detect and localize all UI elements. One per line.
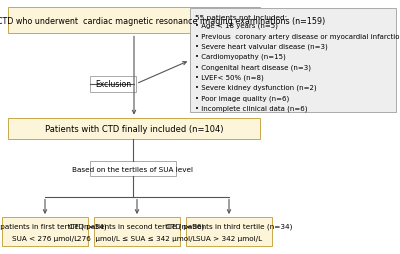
Text: • Age < 18 years (n=5): • Age < 18 years (n=5) <box>195 23 278 29</box>
FancyBboxPatch shape <box>90 161 176 177</box>
Text: • Congenital heart disease (n=3): • Congenital heart disease (n=3) <box>195 64 311 70</box>
FancyBboxPatch shape <box>8 8 260 34</box>
Text: CTD patients in second tertile (n=36): CTD patients in second tertile (n=36) <box>69 222 205 229</box>
FancyBboxPatch shape <box>190 9 396 113</box>
FancyBboxPatch shape <box>8 118 260 140</box>
Text: • Severe kidney dysfunction (n=2): • Severe kidney dysfunction (n=2) <box>195 84 316 91</box>
Text: Patients with CTD who underwent  cardiac magnetic resonance imaging examinations: Patients with CTD who underwent cardiac … <box>0 17 325 25</box>
Text: • Poor image quality (n=6): • Poor image quality (n=6) <box>195 95 289 101</box>
Text: 55 patients not included:: 55 patients not included: <box>195 14 287 21</box>
Text: SUA < 276 μmol/L: SUA < 276 μmol/L <box>12 235 78 241</box>
Text: Exclusion: Exclusion <box>95 80 131 89</box>
Text: CTD patients in third tertile (n=34): CTD patients in third tertile (n=34) <box>166 222 292 229</box>
Text: • LVEF< 50% (n=8): • LVEF< 50% (n=8) <box>195 74 264 81</box>
Text: • Incomplete clinical data (n=6): • Incomplete clinical data (n=6) <box>195 105 307 112</box>
FancyBboxPatch shape <box>94 217 180 246</box>
FancyBboxPatch shape <box>2 217 88 246</box>
Text: CTD patients in first tertile (n=34): CTD patients in first tertile (n=34) <box>0 222 107 229</box>
Text: SUA > 342 μmol/L: SUA > 342 μmol/L <box>196 235 262 241</box>
Text: • Severe heart valvular disease (n=3): • Severe heart valvular disease (n=3) <box>195 43 328 50</box>
FancyBboxPatch shape <box>186 217 272 246</box>
Text: Based on the tertiles of SUA level: Based on the tertiles of SUA level <box>72 166 194 172</box>
Text: 276  μmol/L ≤ SUA ≤ 342 μmol/L: 276 μmol/L ≤ SUA ≤ 342 μmol/L <box>77 235 197 241</box>
FancyBboxPatch shape <box>90 76 136 93</box>
Text: • Previous  coronary artery disease or myocardial infarction (n=7): • Previous coronary artery disease or my… <box>195 33 400 39</box>
Text: Patients with CTD finally included (n=104): Patients with CTD finally included (n=10… <box>45 124 223 133</box>
Text: • Cardiomyopathy (n=15): • Cardiomyopathy (n=15) <box>195 54 286 60</box>
